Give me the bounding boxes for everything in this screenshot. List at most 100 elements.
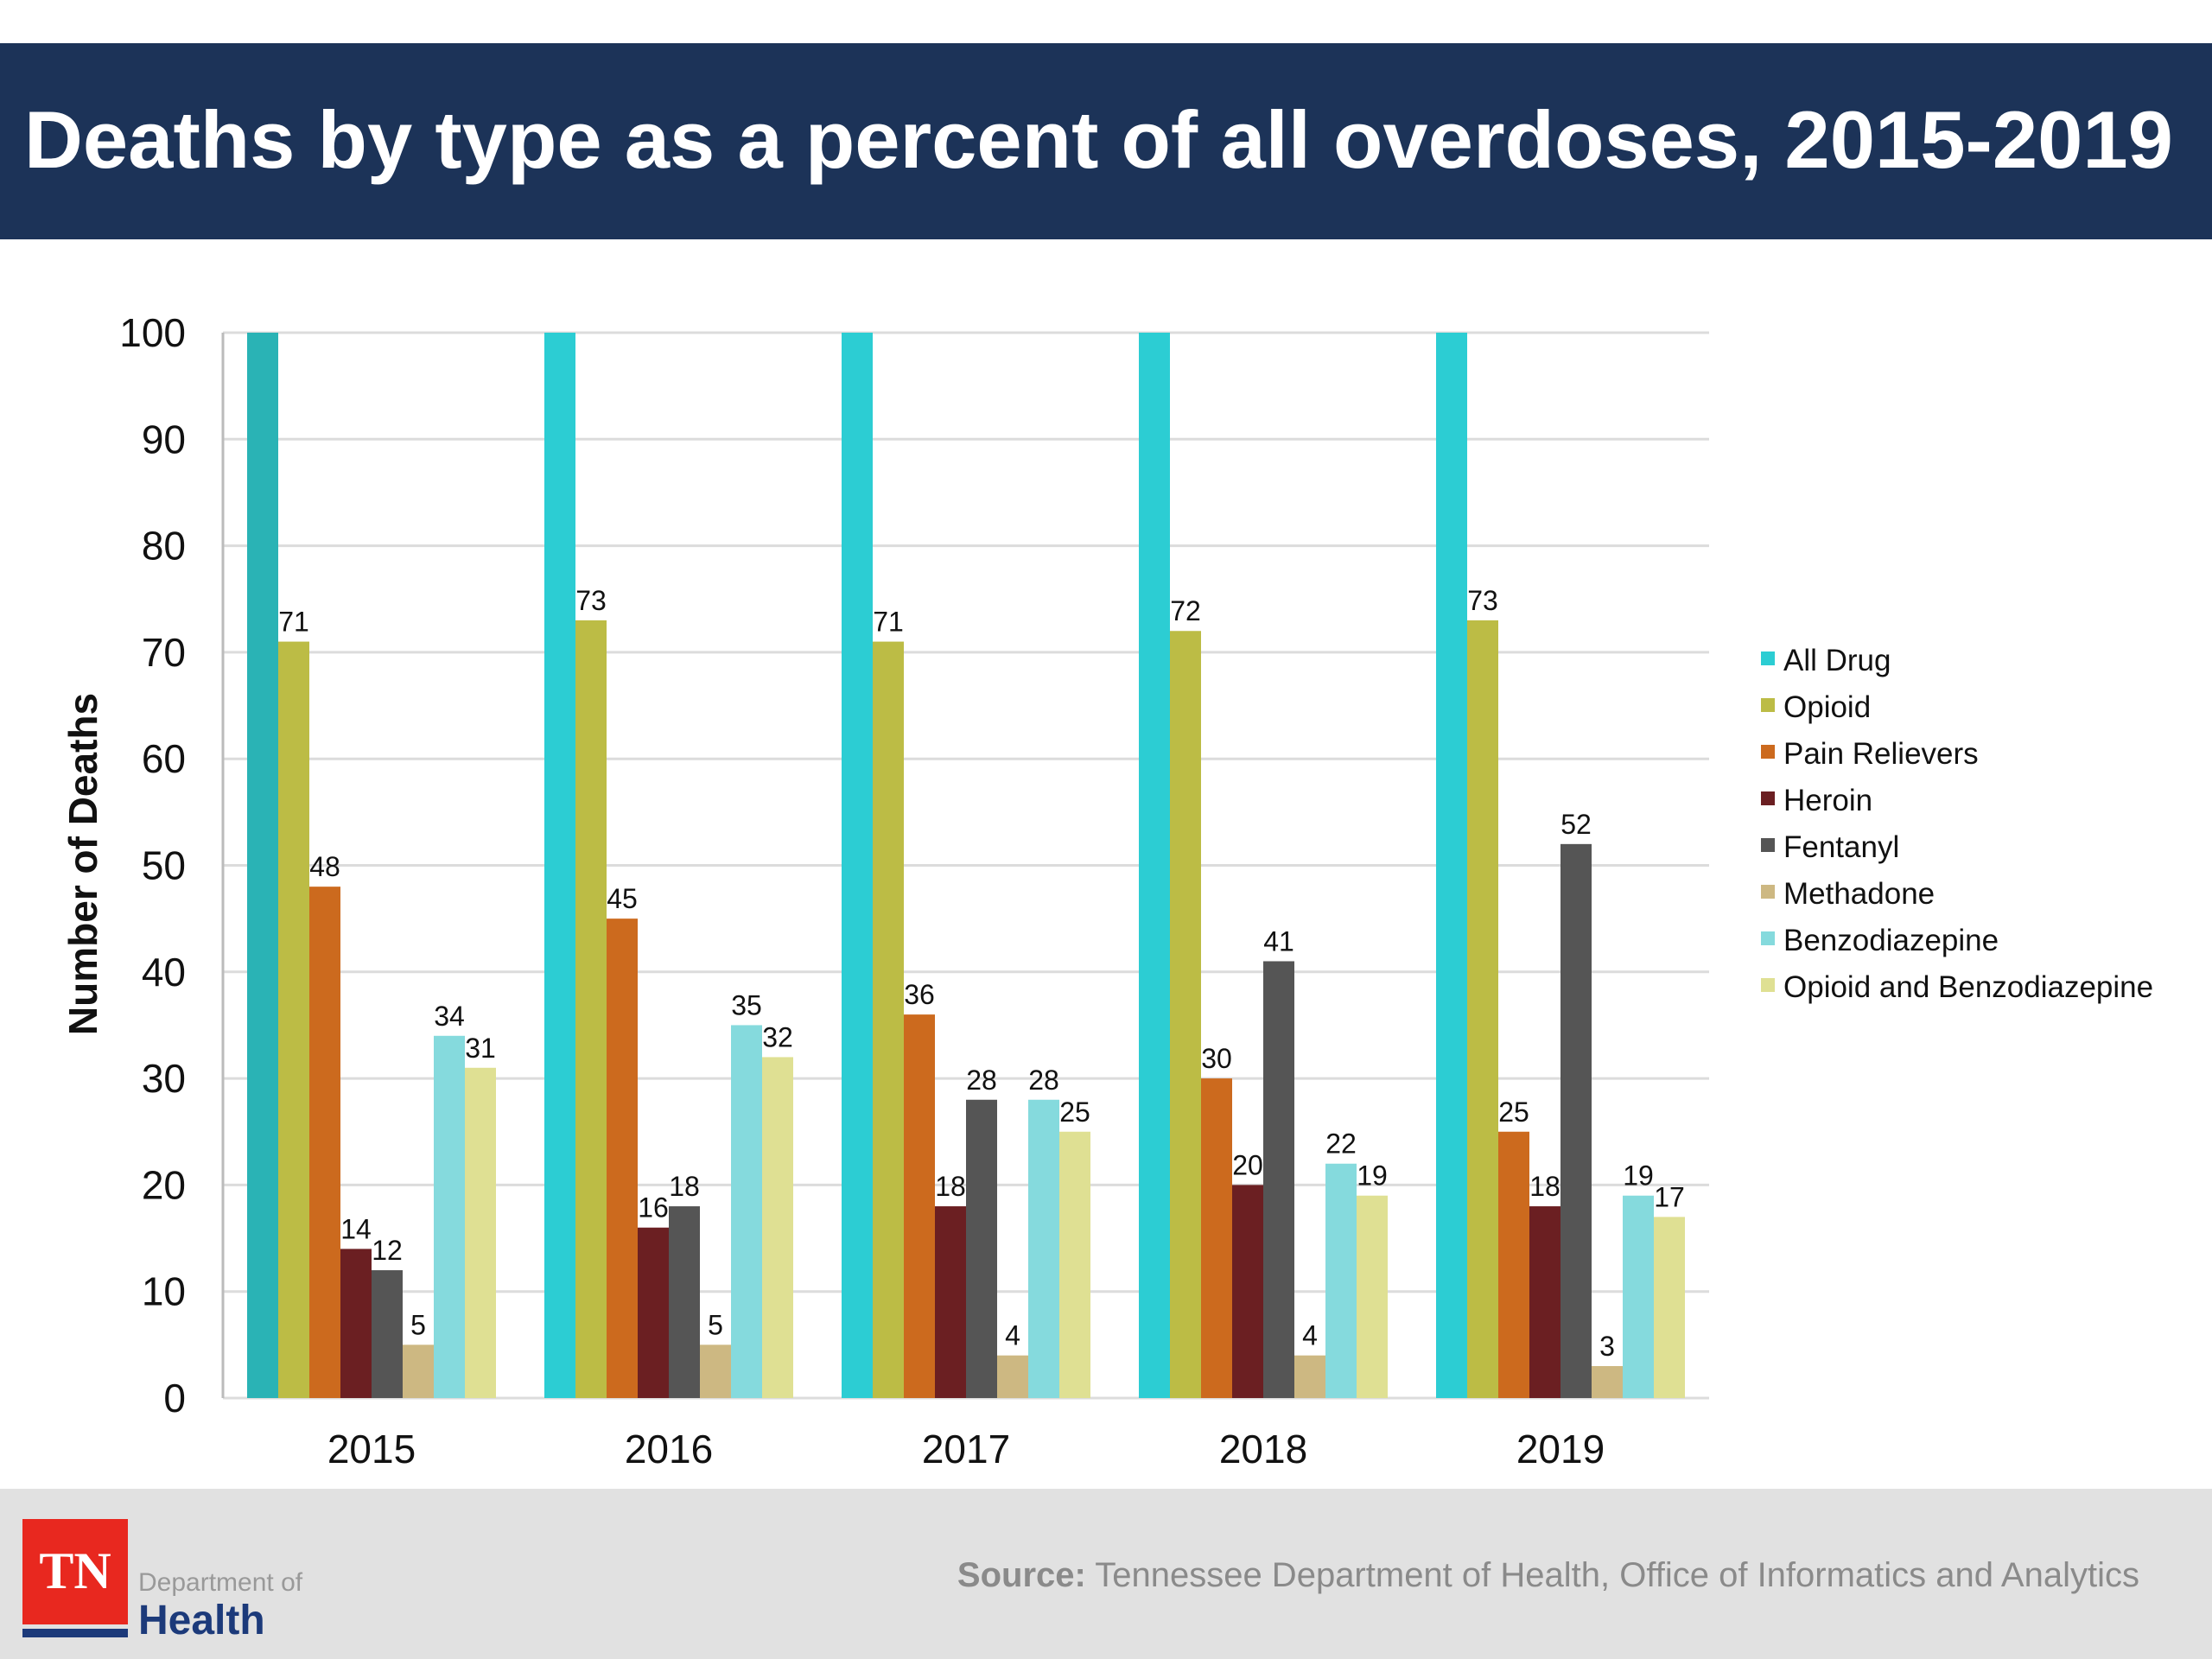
- bar-pain-relievers: [904, 1014, 935, 1398]
- legend-label: Fentanyl: [1783, 830, 1899, 864]
- data-label: 5: [708, 1309, 723, 1340]
- data-label: 25: [1059, 1096, 1090, 1128]
- bar-fentanyl: [1263, 961, 1294, 1398]
- bar-pain-relievers: [1498, 1131, 1529, 1398]
- y-axis-label: Number of Deaths: [60, 693, 105, 1035]
- bar-opioid: [873, 641, 904, 1398]
- bar-benzodiazepine: [1623, 1195, 1654, 1398]
- data-label: 19: [1357, 1160, 1388, 1192]
- y-tick-label: 40: [142, 950, 186, 995]
- legend-label: Heroin: [1783, 784, 1872, 817]
- bar-pain-relievers: [1201, 1078, 1232, 1398]
- data-label: 71: [873, 607, 904, 638]
- bar-pain-relievers: [309, 887, 340, 1398]
- bar-benzodiazepine: [434, 1035, 465, 1398]
- data-label: 52: [1560, 809, 1592, 840]
- bar-all-drug: [247, 333, 278, 1398]
- bar-fentanyl: [966, 1099, 997, 1398]
- x-tick-label: 2015: [327, 1427, 416, 1471]
- data-label: 18: [935, 1171, 966, 1202]
- bar-opioid-and-benzodiazepine: [1059, 1131, 1090, 1398]
- bar-all-drug: [544, 333, 575, 1398]
- data-label: 34: [434, 1001, 465, 1032]
- bar-pain-relievers: [607, 918, 638, 1398]
- bar-all-drug: [1139, 333, 1170, 1398]
- bar-all-drug: [1436, 333, 1467, 1398]
- bar-opioid: [278, 641, 309, 1398]
- data-label: 25: [1498, 1096, 1529, 1128]
- tn-logo: TN: [22, 1519, 128, 1624]
- data-label: 19: [1623, 1160, 1654, 1192]
- legend-swatch: [1761, 791, 1775, 805]
- y-tick-label: 60: [142, 736, 186, 781]
- data-label: 30: [1201, 1043, 1232, 1074]
- bar-heroin: [1529, 1206, 1560, 1398]
- data-label: 20: [1232, 1149, 1263, 1180]
- data-label: 36: [904, 979, 935, 1010]
- bar-methadone: [403, 1344, 434, 1398]
- legend-swatch: [1761, 652, 1775, 665]
- bar-heroin: [1232, 1185, 1263, 1398]
- bar-opioid-and-benzodiazepine: [1357, 1195, 1388, 1398]
- bar-opioid: [575, 620, 607, 1398]
- x-tick-label: 2017: [922, 1427, 1010, 1471]
- data-label: 72: [1170, 595, 1201, 626]
- y-tick-label: 10: [142, 1269, 186, 1314]
- logo-underline: [22, 1629, 128, 1637]
- data-label: 32: [762, 1021, 793, 1052]
- bar-methadone: [1294, 1355, 1325, 1398]
- data-label: 12: [372, 1235, 403, 1266]
- legend-swatch: [1761, 978, 1775, 992]
- bar-opioid-and-benzodiazepine: [1654, 1217, 1685, 1398]
- data-label: 18: [669, 1171, 700, 1202]
- bar-fentanyl: [372, 1270, 403, 1398]
- bar-opioid-and-benzodiazepine: [762, 1057, 793, 1398]
- data-label: 73: [575, 585, 607, 616]
- x-tick-label: 2016: [625, 1427, 713, 1471]
- bar-benzodiazepine: [1028, 1099, 1059, 1398]
- bar-methadone: [700, 1344, 731, 1398]
- bar-chart: 0 10 20 30 40 50 60 70 80 90 100 Number of Deaths 71…: [60, 310, 2153, 1471]
- source-note: Source: Tennessee Department of Health, …: [957, 1556, 2139, 1595]
- y-tick-label: 100: [119, 310, 186, 355]
- x-tick-label: 2018: [1219, 1427, 1307, 1471]
- y-tick-label: 50: [142, 843, 186, 888]
- data-label: 35: [731, 989, 762, 1020]
- dept-line1: Department of: [138, 1568, 303, 1597]
- data-label: 18: [1529, 1171, 1560, 1202]
- legend-label: Opioid: [1783, 690, 1871, 724]
- legend-label: All Drug: [1783, 644, 1891, 677]
- data-label: 3: [1599, 1331, 1615, 1362]
- legend-swatch: [1761, 745, 1775, 759]
- y-tick-label: 90: [142, 416, 186, 461]
- bar-benzodiazepine: [1325, 1163, 1357, 1398]
- data-label: 16: [638, 1192, 669, 1224]
- legend-label: Opioid and Benzodiazepine: [1783, 970, 2153, 1004]
- x-tick-label: 2019: [1516, 1427, 1605, 1471]
- data-label: 28: [966, 1065, 997, 1096]
- data-label: 48: [309, 851, 340, 882]
- legend-label: Pain Relievers: [1783, 737, 1979, 771]
- bar-heroin: [935, 1206, 966, 1398]
- bar-benzodiazepine: [731, 1025, 762, 1398]
- bar-fentanyl: [669, 1206, 700, 1398]
- data-label: 31: [465, 1033, 496, 1064]
- bar-heroin: [340, 1249, 372, 1398]
- data-label: 4: [1302, 1320, 1318, 1351]
- bar-opioid: [1170, 631, 1201, 1398]
- y-tick-label: 80: [142, 524, 186, 569]
- bar-opioid-and-benzodiazepine: [465, 1067, 496, 1398]
- data-label: 4: [1005, 1320, 1020, 1351]
- bar-all-drug: [842, 333, 873, 1398]
- bar-fentanyl: [1560, 843, 1592, 1398]
- legend-swatch: [1761, 885, 1775, 899]
- data-label: 14: [340, 1213, 372, 1244]
- bar-methadone: [1592, 1366, 1623, 1398]
- y-tick-label: 30: [142, 1056, 186, 1101]
- data-label: 22: [1325, 1128, 1357, 1160]
- data-label: 71: [278, 607, 309, 638]
- legend-swatch: [1761, 931, 1775, 945]
- y-tick-label: 20: [142, 1162, 186, 1207]
- bar-heroin: [638, 1227, 669, 1398]
- footer: TN Department of Health Source: Tennesse…: [0, 1489, 2212, 1659]
